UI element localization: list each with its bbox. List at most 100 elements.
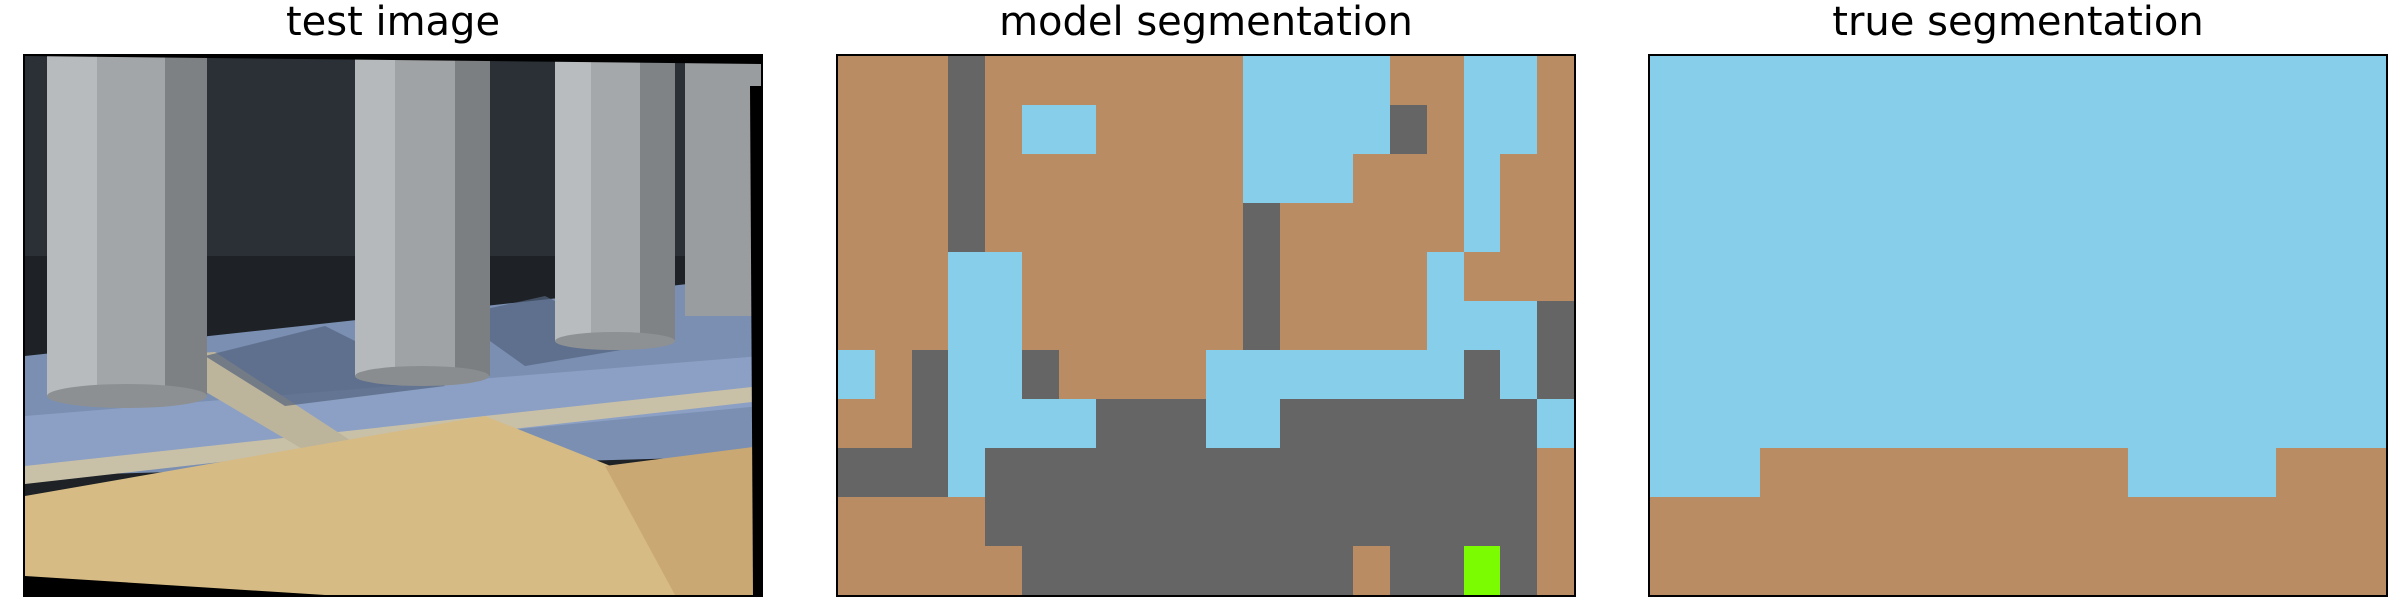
model-segmentation-cell-wood (1316, 252, 1353, 301)
true-segmentation-cell-sky-blue (1834, 252, 1871, 301)
true-segmentation-cell-sky-blue (1944, 350, 1981, 399)
true-segmentation-cell-sky-blue (1908, 399, 1944, 448)
true-segmentation-cell-sky-blue (2018, 350, 2055, 399)
model-segmentation-cell-wood (1096, 301, 1132, 350)
model-segmentation-cell-sky-blue (1427, 350, 1464, 399)
model-segmentation-cell-wood (875, 399, 912, 448)
true-segmentation-cell-sky-blue (1944, 154, 1981, 203)
true-segmentation-cell-sky-blue (2202, 252, 2239, 301)
true-segmentation-cell-wood (1760, 448, 1797, 497)
model-segmentation-cell-wood (875, 154, 912, 203)
model-segmentation-cell-gray (912, 350, 948, 399)
model-segmentation-cell-gray (1132, 546, 1169, 595)
true-segmentation-cell-sky-blue (1760, 203, 1797, 252)
true-segmentation-cell-sky-blue (1797, 56, 1834, 105)
true-segmentation-cell-sky-blue (1834, 56, 1871, 105)
model-segmentation-cell-wood (875, 56, 912, 105)
model-segmentation-cell-wood (948, 546, 985, 595)
true-segmentation-cell-sky-blue (1834, 154, 1871, 203)
true-segmentation-cell-wood (1981, 497, 2018, 546)
true-segmentation-cell-sky-blue (1797, 154, 1834, 203)
model-segmentation-cell-gray (1243, 301, 1280, 350)
model-segmentation-cell-wood (1206, 154, 1243, 203)
model-segmentation-cell-wood (875, 301, 912, 350)
model-segmentation-cell-gray (1427, 546, 1464, 595)
model-segmentation-cell-wood (1537, 546, 1574, 595)
true-segmentation-cell-wood (2239, 497, 2276, 546)
model-segmentation-cell-gray (838, 448, 875, 497)
true-segmentation-cell-wood (2055, 497, 2092, 546)
model-segmentation-cell-sky-blue (1464, 203, 1500, 252)
true-segmentation-cell-sky-blue (2128, 56, 2165, 105)
true-segmentation-cell-sky-blue (2202, 350, 2239, 399)
true-segmentation-cell-wood (2018, 448, 2055, 497)
true-segmentation-cell-sky-blue (2128, 350, 2165, 399)
model-segmentation-cell-wood (1169, 154, 1206, 203)
model-segmentation-cell-wood (1132, 301, 1169, 350)
true-segmentation-cell-sky-blue (1944, 252, 1981, 301)
model-segmentation-cell-sky-blue (1022, 105, 1059, 154)
model-segmentation-cell-sky-blue (1464, 56, 1500, 105)
true-segmentation-cell-wood (2349, 448, 2386, 497)
true-segmentation-cell-sky-blue (2239, 350, 2276, 399)
model-segmentation-cell-sky-blue (1500, 350, 1537, 399)
true-segmentation-cell-wood (2239, 546, 2276, 595)
model-segmentation-cell-gray (1464, 497, 1500, 546)
true-segmentation-cell-sky-blue (1687, 399, 1724, 448)
model-segmentation-cell-gray (1132, 448, 1169, 497)
true-segmentation-cell-sky-blue (2202, 154, 2239, 203)
true-segmentation-cell-sky-blue (1944, 399, 1981, 448)
test-image-photo (25, 56, 761, 595)
true-segmentation-cell-sky-blue (1724, 154, 1760, 203)
model-segmentation-cell-wood (838, 301, 875, 350)
test-image-panel: test image (23, 0, 763, 600)
model-segmentation-cell-wood (1096, 203, 1132, 252)
true-segmentation-cell-wood (2092, 497, 2128, 546)
model-segmentation-cell-sky-blue (1243, 350, 1280, 399)
true-segmentation-cell-wood (1797, 448, 1834, 497)
model-segmentation-cell-gray (985, 448, 1022, 497)
true-segmentation-cell-wood (1797, 546, 1834, 595)
true-segmentation-cell-sky-blue (2018, 56, 2055, 105)
model-segmentation-cell-wood (875, 105, 912, 154)
true-segmentation-cell-wood (2312, 448, 2349, 497)
true-segmentation-cell-wood (1760, 497, 1797, 546)
true-segmentation-cell-sky-blue (1797, 252, 1834, 301)
model-segmentation-cell-wood (1500, 203, 1537, 252)
model-segmentation-cell-wood (912, 203, 948, 252)
model-segmentation-cell-wood (1169, 56, 1206, 105)
true-segmentation-cell-sky-blue (2239, 203, 2276, 252)
test-image-title: test image (285, 0, 501, 45)
true-segmentation-cell-sky-blue (2202, 301, 2239, 350)
model-segmentation-cell-gray (1132, 399, 1169, 448)
model-segmentation-cell-wood (1464, 252, 1500, 301)
true-segmentation-cell-wood (1908, 448, 1944, 497)
model-segmentation-cell-wood (838, 56, 875, 105)
true-segmentation-cell-sky-blue (2276, 203, 2312, 252)
model-segmentation-cell-wood (1537, 497, 1574, 546)
true-segmentation-cell-sky-blue (1908, 252, 1944, 301)
true-segmentation-cell-sky-blue (2276, 399, 2312, 448)
model-segmentation-cell-sky-blue (948, 252, 985, 301)
true-segmentation-cell-sky-blue (2202, 56, 2239, 105)
model-segmentation-cell-sky-blue (1537, 399, 1574, 448)
true-segmentation-cell-sky-blue (2202, 448, 2239, 497)
model-segmentation-cell-sky-blue (948, 301, 985, 350)
model-segmentation-cell-sky-blue (1243, 399, 1280, 448)
model-segmentation-cell-wood (1096, 252, 1132, 301)
true-segmentation-cell-sky-blue (2128, 399, 2165, 448)
true-segmentation-cell-sky-blue (1797, 203, 1834, 252)
model-segmentation-cell-wood (1096, 56, 1132, 105)
model-segmentation-cell-gray (1096, 399, 1132, 448)
model-segmentation-cell-gray (1316, 546, 1353, 595)
model-segmentation-cell-wood (1169, 350, 1206, 399)
model-segmentation-cell-wood (1353, 154, 1390, 203)
true-segmentation-cell-sky-blue (1687, 350, 1724, 399)
model-segmentation-cell-wood (1353, 203, 1390, 252)
model-segmentation-cell-wood (1353, 252, 1390, 301)
model-segmentation-cell-wood (1390, 203, 1427, 252)
model-segmentation-cell-wood (1537, 105, 1574, 154)
true-segmentation-cell-sky-blue (1908, 301, 1944, 350)
true-segmentation-cell-wood (1797, 497, 1834, 546)
model-segmentation-cell-wood (1132, 350, 1169, 399)
